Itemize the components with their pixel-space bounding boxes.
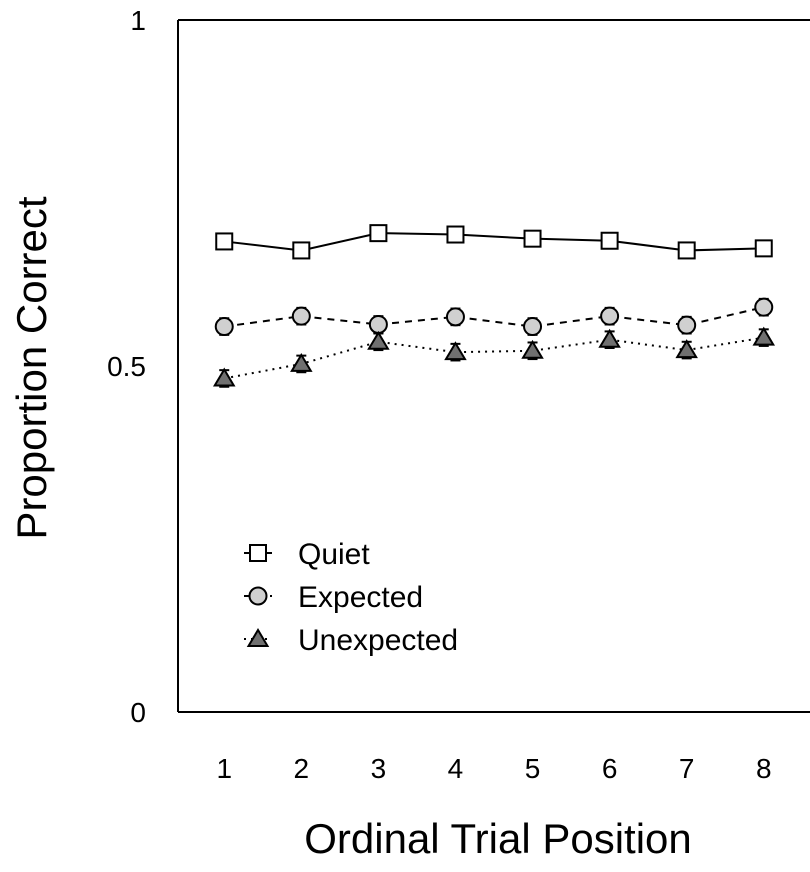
data-point-expected (677, 315, 697, 335)
legend-label-unexpected: Unexpected (298, 624, 458, 657)
x-tick-label: 4 (448, 753, 464, 784)
y-tick-label: 0.5 (107, 351, 146, 382)
x-tick-label: 7 (679, 753, 695, 784)
x-tick-label: 1 (216, 753, 232, 784)
data-point-quiet (600, 231, 619, 250)
y-tick-label: 0 (130, 697, 146, 728)
x-tick-label: 2 (294, 753, 310, 784)
data-point-unexpected (212, 367, 236, 387)
data-point-quiet (215, 232, 234, 251)
data-point-unexpected (444, 341, 467, 361)
data-point-unexpected (290, 352, 313, 372)
data-point-quiet (523, 229, 542, 248)
x-axis-title: Ordinal Trial Position (304, 815, 692, 862)
data-point-quiet (369, 224, 388, 243)
data-point-expected (214, 317, 234, 337)
data-point-quiet (677, 241, 696, 260)
plot-area: 0 0.5 1 1 2 3 4 5 6 7 8 Quiet Expected Unexpected (107, 5, 810, 784)
data-point-quiet (754, 239, 773, 258)
legend-marker-unexpected (246, 628, 270, 647)
series-line-unexpected (224, 336, 764, 380)
data-point-unexpected (752, 326, 776, 346)
legend-label-quiet: Quiet (298, 538, 370, 571)
data-point-expected (523, 317, 543, 337)
data-point-quiet (292, 241, 311, 260)
legend-marker-expected (248, 586, 268, 606)
x-tick-label: 8 (756, 753, 772, 784)
data-point-expected (754, 297, 774, 317)
y-tick-label: 1 (130, 5, 146, 36)
data-point-expected (600, 306, 620, 326)
data-point-expected (368, 314, 388, 334)
legend-marker-quiet (249, 544, 267, 562)
data-point-expected (445, 307, 465, 327)
legend-label-expected: Expected (298, 581, 423, 614)
x-tick-label: 3 (371, 753, 387, 784)
data-point-unexpected (367, 330, 390, 350)
data-point-expected (291, 306, 311, 326)
x-tick-label: 5 (525, 753, 541, 784)
data-point-quiet (446, 225, 465, 244)
data-point-unexpected (598, 328, 621, 348)
x-tick-label: 6 (602, 753, 618, 784)
y-axis-title: Proportion Correct (8, 196, 55, 539)
data-point-unexpected (521, 339, 544, 359)
data-point-unexpected (675, 339, 698, 359)
series-line-quiet (224, 232, 764, 252)
